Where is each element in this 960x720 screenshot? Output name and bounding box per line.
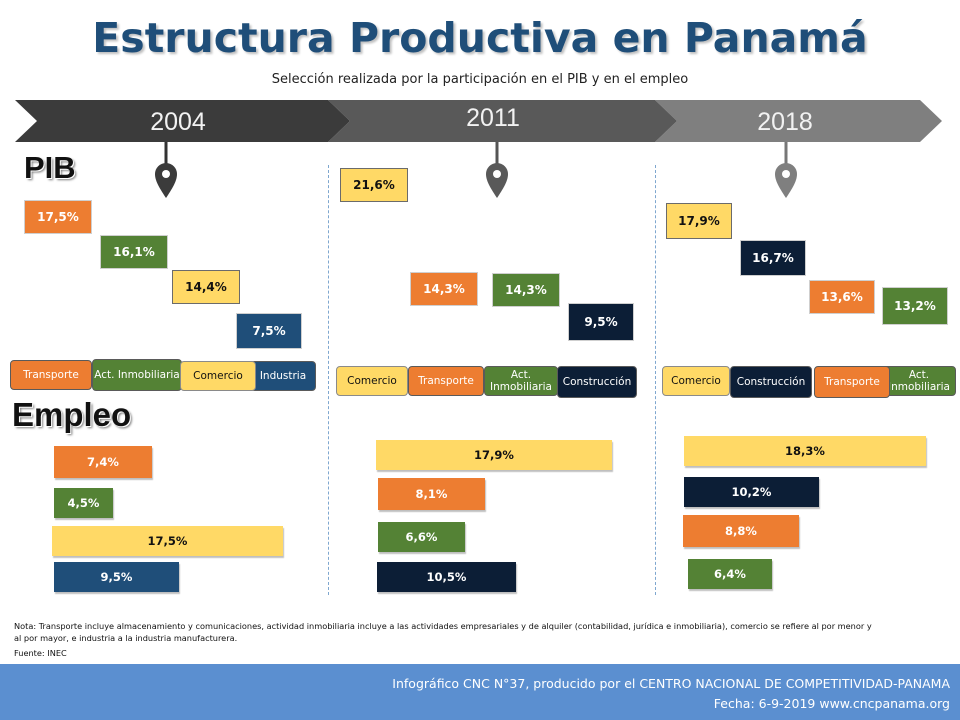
timeline-arrow-2018 <box>655 100 942 142</box>
sector-pill-2004-transporte: Transporte <box>10 360 92 390</box>
sector-pill-2004-comercio: Comercio <box>180 361 256 391</box>
empleo-bar-2011-construccion: 10,5% <box>377 562 516 592</box>
empleo-bar-2004-inmobiliaria: 4,5% <box>54 488 113 518</box>
empleo-bar-2018-construccion: 10,2% <box>684 477 819 507</box>
timeline-arrows <box>15 100 942 142</box>
pib-box-2018-inmobiliaria: 13,2% <box>882 287 948 325</box>
pib-box-2018-transporte: 13,6% <box>809 280 875 314</box>
timeline-arrow-2011 <box>328 100 677 142</box>
empleo-bar-2011-inmobiliaria: 6,6% <box>378 522 465 552</box>
footer-banner <box>0 664 960 720</box>
sector-pill-2004-inmobiliaria: Act. Inmobiliaria <box>92 359 182 391</box>
pib-box-2018-comercio: 17,9% <box>666 203 732 239</box>
empleo-bar-2018-comercio: 18,3% <box>684 436 926 466</box>
page-title: Estructura Productiva en Panamá <box>92 14 868 62</box>
empleo-bar-2018-transporte: 8,8% <box>683 515 799 547</box>
empleo-bar-2018-inmobiliaria: 6,4% <box>688 559 772 589</box>
sector-pill-2011-comercio: Comercio <box>336 366 408 396</box>
footer-date-link[interactable]: Fecha: 6-9-2019 www.cncpanama.org <box>713 696 950 711</box>
section-title-empleo: Empleo <box>12 396 132 433</box>
empleo-bar-2011-transporte: 8,1% <box>378 478 485 510</box>
pib-box-2004-transporte: 17,5% <box>24 200 92 234</box>
empleo-bar-2004-industria: 9,5% <box>54 562 179 592</box>
year-label-2011: 2011 <box>466 104 520 132</box>
empleo-bar-2004-transporte: 7,4% <box>54 446 152 478</box>
source-note: Fuente: INEC <box>14 648 67 658</box>
location-pin-icon <box>155 142 177 198</box>
pib-box-2004-inmobiliaria: 16,1% <box>100 235 168 269</box>
empleo-bar-2004-comercio: 17,5% <box>52 526 283 556</box>
sector-pill-2018-comercio: Comercio <box>662 366 730 396</box>
timeline-arrow-2004 <box>15 100 350 142</box>
page-subtitle: Selección realizada por la participación… <box>271 72 689 87</box>
sector-pill-2018-construccion: Construcción <box>730 366 812 398</box>
location-pin-icon <box>775 142 797 198</box>
pib-box-2018-construccion: 16,7% <box>740 240 806 276</box>
sector-pill-2011-transporte: Transporte <box>408 366 484 396</box>
year-label-2004: 2004 <box>150 108 206 136</box>
section-title-pib: PIB <box>24 150 76 185</box>
year-label-2018: 2018 <box>757 108 813 136</box>
pib-box-2011-transporte: 14,3% <box>410 272 478 306</box>
column-divider <box>655 165 656 595</box>
column-divider <box>328 165 329 595</box>
sector-pill-2011-construccion: Construcción <box>557 366 637 398</box>
footnote: Nota: Transporte incluye almacenamiento … <box>14 621 872 643</box>
sector-pill-2011-inmobiliaria: Act. Inmobiliaria <box>484 366 558 396</box>
footer-credit: Infográfico CNC N°37, producido por el C… <box>392 676 950 691</box>
pib-box-2004-industria: 7,5% <box>236 313 302 349</box>
pib-box-2011-construccion: 9,5% <box>568 303 634 341</box>
pib-box-2011-comercio: 21,6% <box>340 168 408 202</box>
location-pin-icon <box>486 142 508 198</box>
sector-pill-2018-transporte: Transporte <box>814 366 890 398</box>
sector-pill-2018-inmobiliaria: Act. Inmobiliaria <box>882 366 956 396</box>
pib-box-2004-comercio: 14,4% <box>172 270 240 304</box>
pib-box-2011-inmobiliaria: 14,3% <box>492 273 560 307</box>
sector-pill-2004-industria: Industria <box>250 361 316 391</box>
empleo-bar-2011-comercio: 17,9% <box>376 440 612 470</box>
